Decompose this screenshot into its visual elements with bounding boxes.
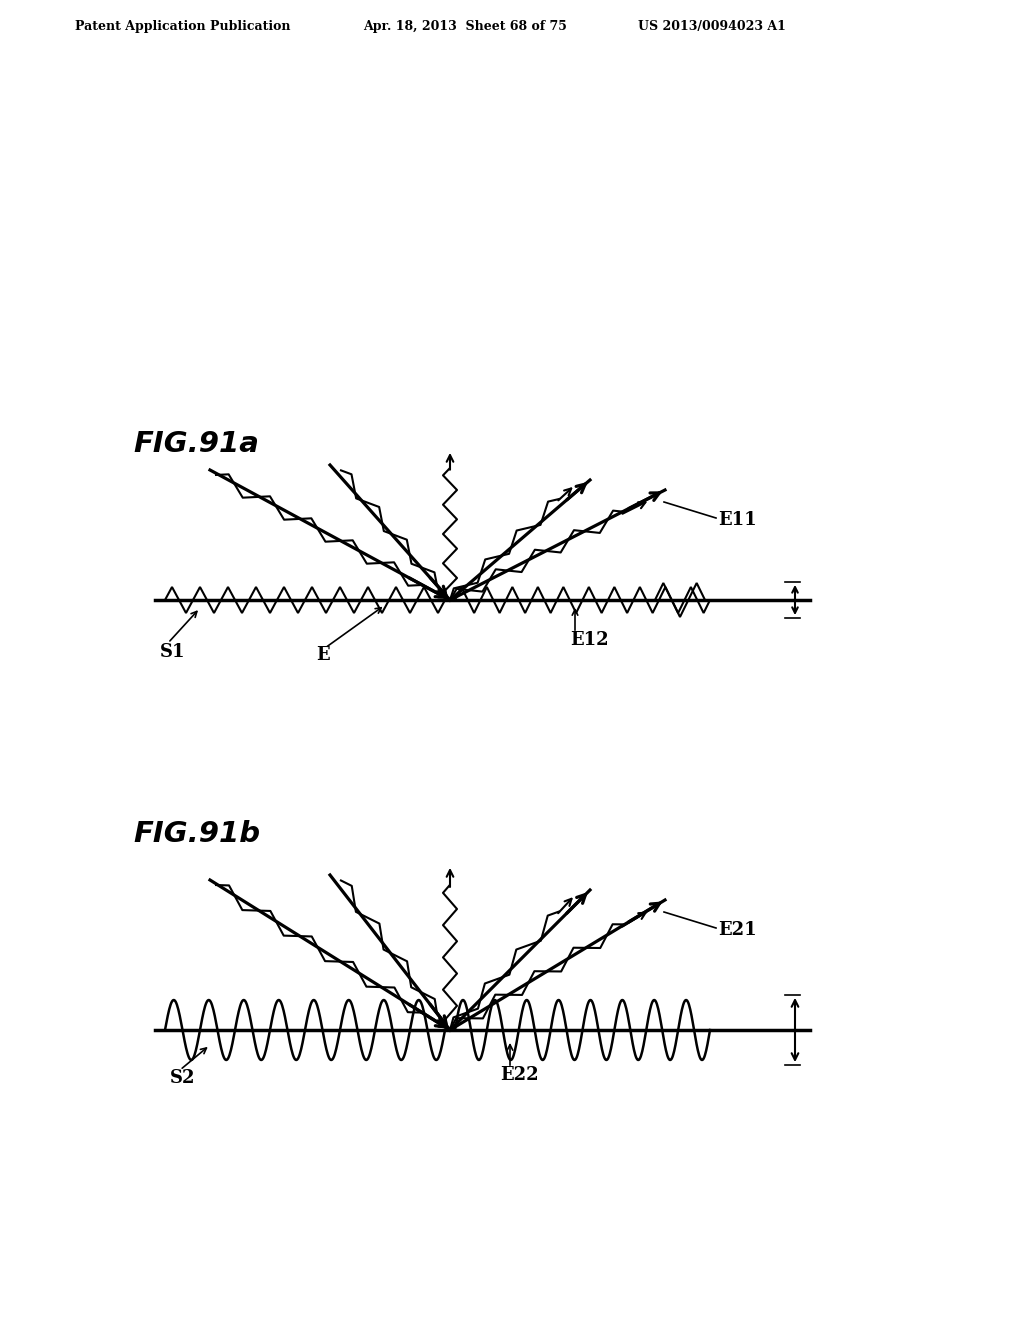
- Text: E: E: [316, 645, 330, 664]
- Text: Patent Application Publication: Patent Application Publication: [75, 20, 291, 33]
- Text: S2: S2: [170, 1069, 196, 1086]
- Text: E12: E12: [570, 631, 608, 649]
- Text: S1: S1: [160, 643, 185, 661]
- Text: FIG.91a: FIG.91a: [133, 430, 259, 458]
- Text: E11: E11: [718, 511, 757, 529]
- Text: E22: E22: [500, 1067, 539, 1084]
- Text: FIG.91b: FIG.91b: [133, 820, 260, 847]
- Text: US 2013/0094023 A1: US 2013/0094023 A1: [638, 20, 785, 33]
- Text: Apr. 18, 2013  Sheet 68 of 75: Apr. 18, 2013 Sheet 68 of 75: [362, 20, 567, 33]
- Text: E21: E21: [718, 921, 757, 939]
